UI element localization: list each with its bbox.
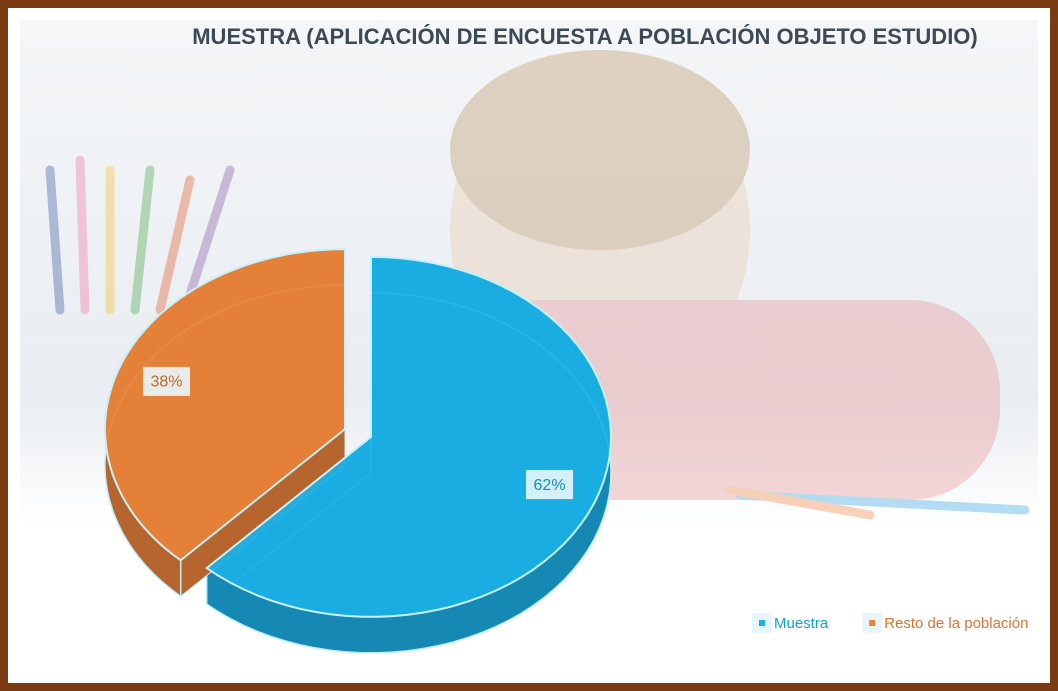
legend-label: Resto de la población [884, 615, 1028, 632]
chart-title: MUESTRA (APLICACIÓN DE ENCUESTA A POBLAC… [192, 24, 978, 49]
data-label: 62% [534, 477, 566, 494]
page: MUESTRA (APLICACIÓN DE ENCUESTA A POBLAC… [0, 0, 1058, 691]
legend-swatch [869, 620, 875, 626]
legend-swatch [759, 620, 765, 626]
legend: Muestra Resto de la población [752, 613, 1028, 633]
data-label: 38% [150, 374, 182, 391]
chart: MUESTRA (APLICACIÓN DE ENCUESTA A POBLAC… [0, 0, 1058, 691]
legend-label: Muestra [774, 615, 829, 632]
